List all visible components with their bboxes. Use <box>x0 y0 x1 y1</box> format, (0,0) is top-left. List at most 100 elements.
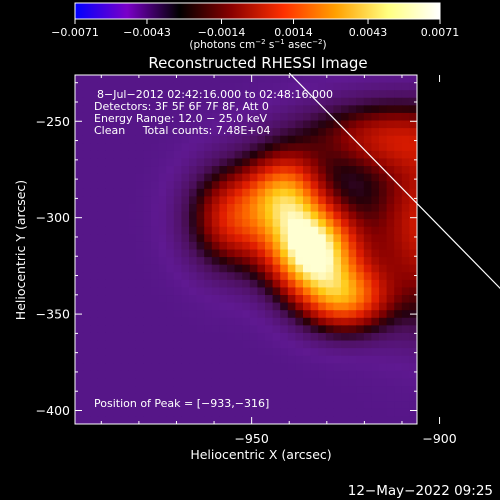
heatmap-cell <box>363 302 372 311</box>
heatmap-cell <box>166 340 175 349</box>
heatmap-cell <box>356 295 365 304</box>
heatmap-cell <box>75 325 84 334</box>
heatmap-cell <box>234 279 243 289</box>
heatmap-cell <box>295 272 304 281</box>
heatmap-cell <box>196 408 205 418</box>
heatmap-cell <box>295 408 304 418</box>
heatmap-cell <box>234 386 243 395</box>
heatmap-cell <box>318 90 327 99</box>
heatmap-cell <box>113 135 122 144</box>
heatmap-cell <box>97 401 106 410</box>
heatmap-cell <box>173 386 182 395</box>
heatmap-cell <box>97 355 106 364</box>
heatmap-cell <box>409 378 417 387</box>
heatmap-cell <box>386 340 395 349</box>
heatmap-cell <box>272 348 281 357</box>
annotation-detectors: Detectors: 3F 5F 6F 7F 8F, Att 0 <box>94 100 269 113</box>
heatmap-cell <box>242 97 251 106</box>
heatmap-cell <box>325 166 334 175</box>
heatmap-cell <box>303 287 312 296</box>
heatmap-cell <box>341 279 350 289</box>
heatmap-cell <box>234 128 243 137</box>
heatmap-cell <box>97 295 106 304</box>
heatmap-cell <box>196 219 205 228</box>
heatmap-cell <box>151 272 160 281</box>
heatmap-cell <box>272 112 281 122</box>
heatmap-cell <box>333 75 342 84</box>
heatmap-cell <box>82 112 91 122</box>
heatmap-cell <box>75 241 84 251</box>
heatmap-cell <box>204 416 213 424</box>
heatmap-cell <box>379 287 388 296</box>
heatmap-cell <box>211 393 220 402</box>
heatmap-cell <box>249 226 258 235</box>
heatmap-cell <box>105 173 114 182</box>
heatmap-cell <box>409 325 417 334</box>
heatmap-cell <box>386 355 395 364</box>
heatmap-cell <box>234 295 243 304</box>
heatmap-cell <box>386 401 395 410</box>
heatmap-cell <box>348 416 357 424</box>
heatmap-cell <box>204 143 213 152</box>
heatmap-cell <box>204 219 213 228</box>
heatmap-cell <box>90 203 99 213</box>
heatmap-cell <box>280 325 289 334</box>
heatmap-cell <box>151 234 160 243</box>
heatmap-cell <box>341 393 350 402</box>
heatmap-cell <box>97 90 106 99</box>
heatmap-cell <box>363 181 372 190</box>
heatmap-cell <box>128 128 137 137</box>
heatmap-cell <box>371 90 380 99</box>
heatmap-cell <box>82 90 91 99</box>
heatmap-cell <box>97 143 106 152</box>
heatmap-cell <box>234 90 243 99</box>
heatmap-cell <box>181 370 190 380</box>
heatmap-cell <box>189 310 198 319</box>
heatmap-cell <box>287 112 296 122</box>
heatmap-cell <box>295 203 304 213</box>
heatmap-cell <box>310 112 319 122</box>
heatmap-cell <box>341 97 350 106</box>
heatmap-cell <box>386 332 395 342</box>
heatmap-cell <box>265 203 274 213</box>
heatmap-cell <box>295 226 304 235</box>
heatmap-cell <box>97 310 106 319</box>
heatmap-cell <box>295 348 304 357</box>
heatmap-cell <box>356 408 365 418</box>
heatmap-cell <box>265 401 274 410</box>
heatmap-cell <box>75 378 84 387</box>
heatmap-cell <box>348 135 357 144</box>
heatmap-cell <box>135 386 144 395</box>
heatmap-cell <box>173 150 182 160</box>
heatmap-cell <box>128 173 137 182</box>
heatmap-cell <box>219 90 228 99</box>
heatmap-cell <box>295 257 304 266</box>
heatmap-cell <box>204 166 213 175</box>
heatmap-cell <box>325 97 334 106</box>
heatmap-cell <box>394 386 403 395</box>
heatmap-cell <box>75 219 84 228</box>
heatmap-cell <box>82 348 91 357</box>
heatmap-cell <box>394 249 403 258</box>
heatmap-cell <box>265 97 274 106</box>
heatmap-cell <box>90 173 99 182</box>
heatmap-cell <box>158 226 167 235</box>
heatmap-cell <box>257 317 266 326</box>
heatmap-cell <box>113 264 122 273</box>
heatmap-cell <box>90 370 99 380</box>
heatmap-cell <box>120 363 129 372</box>
heatmap-cell <box>204 211 213 220</box>
heatmap-cell <box>97 249 106 258</box>
heatmap-cell <box>211 340 220 349</box>
heatmap-cell <box>310 97 319 106</box>
heatmap-cell <box>189 196 198 205</box>
heatmap-cell <box>143 249 152 258</box>
heatmap-cell <box>280 287 289 296</box>
heatmap-cell <box>386 188 395 197</box>
heatmap-cell <box>128 416 137 424</box>
heatmap-cell <box>341 257 350 266</box>
heatmap-cell <box>333 120 342 129</box>
heatmap-cell <box>348 386 357 395</box>
heatmap-cell <box>234 370 243 380</box>
heatmap-cell <box>234 302 243 311</box>
